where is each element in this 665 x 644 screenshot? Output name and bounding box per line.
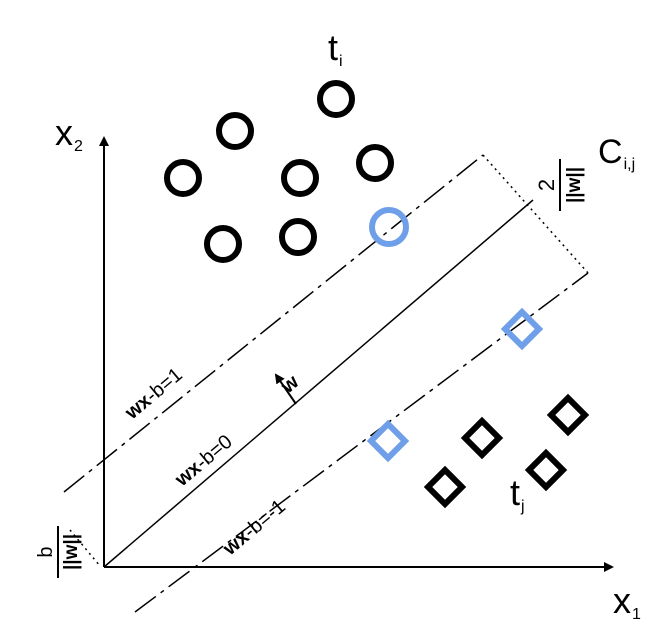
label-lower-line: wx-b=-1 xyxy=(218,495,290,560)
class-j-point xyxy=(524,448,568,492)
support-vector-i xyxy=(369,207,409,247)
margin-line-lower xyxy=(134,272,589,613)
class-j-point xyxy=(460,416,504,460)
svg-text:||w||: ||w|| xyxy=(61,534,82,570)
x2-axis-label: x2 xyxy=(55,112,83,155)
class-i-point xyxy=(279,218,317,256)
class-i-point xyxy=(356,144,394,182)
margin-fraction: 2 ||w|| xyxy=(534,159,585,211)
label-upper-line: wx-b=1 xyxy=(120,364,186,425)
w-label: w xyxy=(276,371,303,399)
class-j-label: tj xyxy=(510,472,525,515)
decision-boundary xyxy=(103,199,534,568)
normal-vector-w xyxy=(274,373,297,405)
class-i-point xyxy=(281,159,319,197)
margin-line-upper xyxy=(63,154,484,493)
support-vector-j xyxy=(500,307,544,351)
offset-fraction: b ||w|| xyxy=(35,526,82,578)
class-i-point xyxy=(164,159,202,197)
offset-dotted xyxy=(69,529,101,567)
class-j-point xyxy=(546,393,590,437)
class-i-point xyxy=(216,112,254,150)
class-j-point xyxy=(423,465,467,509)
margin-label: Ci,j xyxy=(598,133,635,173)
support-vector-j xyxy=(366,419,410,463)
svg-text:b: b xyxy=(35,546,57,557)
class-i-point xyxy=(317,80,355,118)
class-i-point xyxy=(204,225,242,263)
x1-axis-label: x1 xyxy=(613,580,641,623)
class-i-label: ti xyxy=(328,27,343,70)
svg-text:2: 2 xyxy=(534,179,559,191)
svg-text:||w||: ||w|| xyxy=(564,167,585,203)
margin-width-dotted xyxy=(482,154,589,274)
